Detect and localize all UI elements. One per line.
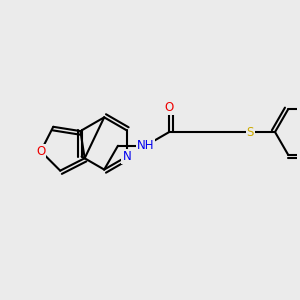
Text: O: O [36, 145, 45, 158]
Text: N: N [122, 150, 131, 163]
Text: S: S [247, 125, 254, 139]
Text: O: O [165, 101, 174, 114]
Text: NH: NH [137, 139, 154, 152]
